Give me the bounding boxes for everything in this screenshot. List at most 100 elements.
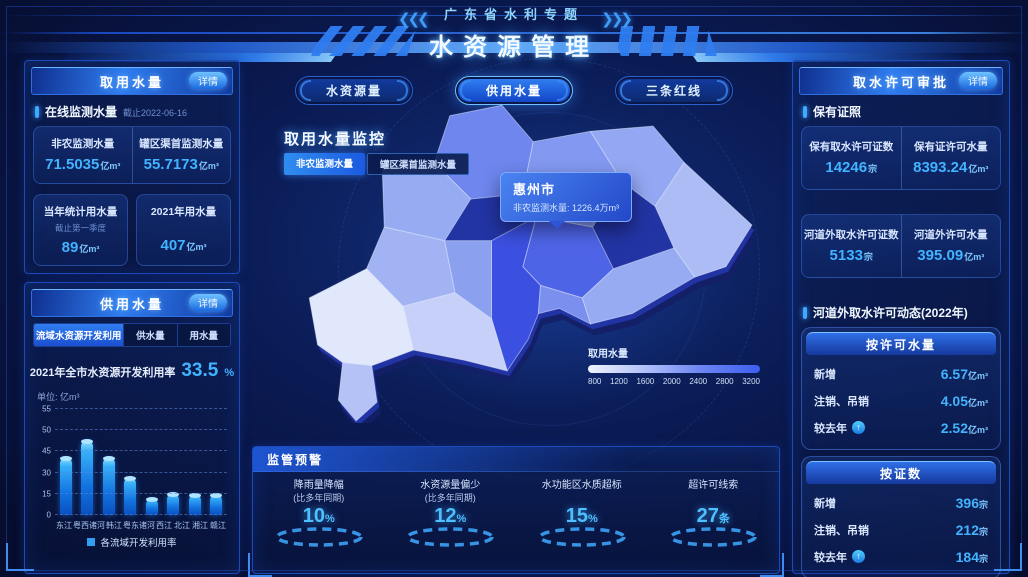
detail-button[interactable]: 详情 — [189, 294, 227, 311]
tooltip-metric: 非农监测水量: 1226.4万m³ — [513, 203, 620, 213]
bar-湘江 — [188, 492, 201, 515]
section-label: 保有证照 — [813, 105, 862, 119]
scale-ticks: 800 1200 1600 2000 2400 2800 3200 — [588, 377, 760, 386]
legend-label: 各流域开发利用率 — [100, 538, 177, 549]
row-new: 新增 396宗 — [814, 489, 988, 516]
panel-title: 供用水量 — [99, 296, 164, 312]
panel-title: 监管预警 — [267, 452, 324, 467]
tab-supply-volume[interactable]: 供水量 — [123, 324, 177, 346]
tab-basin-utilization[interactable]: 流域水资源开发利用 — [34, 324, 124, 346]
header-decor-line — [0, 15, 1028, 16]
row-label: 新增 — [814, 497, 836, 510]
toggle-nonag-monitor[interactable]: 非农监测水量 — [284, 153, 366, 175]
stat-label: 保有证许可水量 — [914, 141, 988, 153]
toggle-irrigation-monitor[interactable]: 罐区渠首监测水量 — [367, 153, 470, 175]
headline-unit: % — [224, 367, 235, 379]
scale-tick-label: 2400 — [689, 377, 708, 386]
panel-supervision-warning: 监管预警 降雨量降幅 (比多年同期) 10% 水资源量偏少 (比多年同期) 12% … — [248, 446, 784, 577]
warning-water-shortage: 水资源量偏少 (比多年同期) 12% — [385, 480, 517, 550]
gauge-ring-icon — [275, 527, 363, 547]
row-unit: 亿m³ — [968, 370, 988, 381]
chart-gridline — [55, 408, 227, 409]
x-tick-label: 粤西诸河 — [73, 521, 105, 530]
row-vs-lastyear: 较去年 ↑ 184宗 — [814, 543, 988, 570]
marker-icon — [803, 105, 807, 118]
scale-tick-label: 2800 — [715, 377, 734, 386]
chart-gridline — [55, 450, 227, 452]
stat-label: 保有取水许可证数 — [809, 141, 894, 153]
nav-tab-label[interactable]: 水资源量 — [297, 79, 410, 102]
scale-tick-label: 3200 — [742, 377, 760, 386]
stat-license-count: 保有取水许可证数 14246宗 — [802, 127, 902, 189]
nav-tab-three-redlines[interactable]: 三条红线 — [615, 76, 734, 105]
row-label: 较去年 ↑ — [814, 549, 865, 565]
scale-tick-label: 1200 — [610, 377, 628, 386]
nav-tab-label[interactable]: 供用水量 — [457, 79, 570, 102]
stat-current-year: 当年统计用水量 截止第一季度 89亿m³ — [33, 194, 128, 266]
x-tick-label: 粤东诸河 — [123, 521, 155, 530]
warning-quality-exceed: 水功能区水质超标 15% — [516, 480, 648, 550]
panel-supply-usage: 供用水量 详情 流域水资源开发利用 供水量 用水量 2021年全市水资源开发利用… — [24, 282, 240, 574]
marker-icon — [803, 306, 807, 319]
y-tick-label: 30 — [42, 468, 51, 478]
stat-unit: 宗 — [863, 252, 873, 262]
stat-value: 8393.24亿m³ — [913, 159, 989, 176]
section-licenses: 保有证照 — [803, 103, 999, 120]
nav-tab-label[interactable]: 三条红线 — [618, 79, 731, 102]
row-unit: 宗 — [978, 499, 988, 510]
nav-tab-water-resources[interactable]: 水资源量 — [294, 76, 413, 105]
detail-button[interactable]: 详情 — [189, 72, 227, 89]
stat-unit: 亿m³ — [186, 242, 207, 252]
chart-plot-area: 0 15 30 45 50 55 — [42, 405, 227, 520]
panel-header: 取用水量 详情 — [31, 67, 233, 95]
detail-button[interactable]: 详情 — [959, 72, 997, 89]
warning-value: 10% — [302, 505, 335, 527]
up-arrow-icon: ↑ — [852, 421, 865, 434]
left-chevrons-icon: ❮❮❮ — [398, 11, 430, 28]
stat-value: 395.09亿m³ — [917, 247, 985, 264]
row-label: 注销、吊销 — [814, 524, 869, 537]
stat-sub: 截止第一季度 — [54, 223, 106, 233]
map-layer-toggles: 非农监测水量 罐区渠首监测水量 — [284, 153, 470, 175]
subpanel-rows: 新增 6.57亿m³ 注销、吊销 4.05亿m³ 较去年 ↑ 2.52亿m³ — [802, 359, 1000, 449]
subpanel-by-volume: 按许可水量 新增 6.57亿m³ 注销、吊销 4.05亿m³ 较去年 ↑ 2.52… — [801, 327, 1001, 450]
page-title: 水资源管理 — [429, 34, 599, 61]
section-dynamic: 河道外取水许可动态(2022年) — [803, 304, 999, 321]
row-vs-lastyear: 较去年 ↑ 2.52亿m³ — [814, 414, 988, 441]
panel-header: 供用水量 详情 — [31, 289, 233, 317]
stat-label: 当年统计用水量 — [43, 206, 118, 218]
up-arrow-icon: ↑ — [852, 550, 865, 563]
bar-北江 — [167, 491, 180, 515]
row-value: 396宗 — [955, 494, 988, 511]
map-tooltip: 惠州市 非农监测水量: 1226.4万m³ — [500, 172, 633, 229]
chart-gridline — [55, 492, 227, 494]
supply-tabs: 流域水资源开发利用 供水量 用水量 — [33, 323, 231, 347]
headline-value: 33.5 — [181, 360, 219, 381]
y-tick-label: 50 — [42, 425, 51, 435]
guangdong-map[interactable] — [278, 100, 778, 423]
warning-over-permit: 超许可线索 27条 — [648, 480, 780, 550]
warning-label: 超许可线索 — [648, 480, 780, 505]
stat-value: 71.5035亿m³ — [45, 156, 121, 173]
x-tick-label: 韩江 — [106, 521, 122, 530]
panel-title: 取用水量 — [99, 74, 164, 90]
subpanel-title: 按许可水量 — [865, 337, 936, 352]
subpanel-title: 按证数 — [879, 466, 922, 481]
warning-sublabel: (比多年同期) — [424, 492, 476, 503]
nav-tab-supply-water[interactable]: 供用水量 — [454, 76, 573, 105]
stat-unit: 亿m³ — [198, 161, 219, 171]
row-label: 新增 — [814, 368, 836, 381]
right-chevrons-icon: ❯❯❯ — [601, 11, 633, 28]
basin-bar-chart: 0 15 30 45 50 55 东江 粤西诸河 韩江 粤东诸河 西江 北江 湘江 赣江 各流域开发利用… — [33, 405, 231, 549]
y-tick-label: 45 — [42, 446, 51, 456]
y-tick-label: 55 — [42, 404, 51, 414]
row-value: 6.57亿m³ — [940, 365, 988, 382]
gauge-ring-icon — [406, 527, 494, 547]
tab-usage-volume[interactable]: 用水量 — [176, 324, 230, 346]
bar-赣江 — [210, 493, 223, 515]
page-header: 广东省水利专题 水资源管理 — [0, 4, 1028, 62]
warning-sublabel — [516, 493, 648, 504]
row-unit: 亿m³ — [968, 397, 988, 408]
warning-sublabel — [648, 493, 780, 504]
chart-bars — [55, 409, 227, 515]
